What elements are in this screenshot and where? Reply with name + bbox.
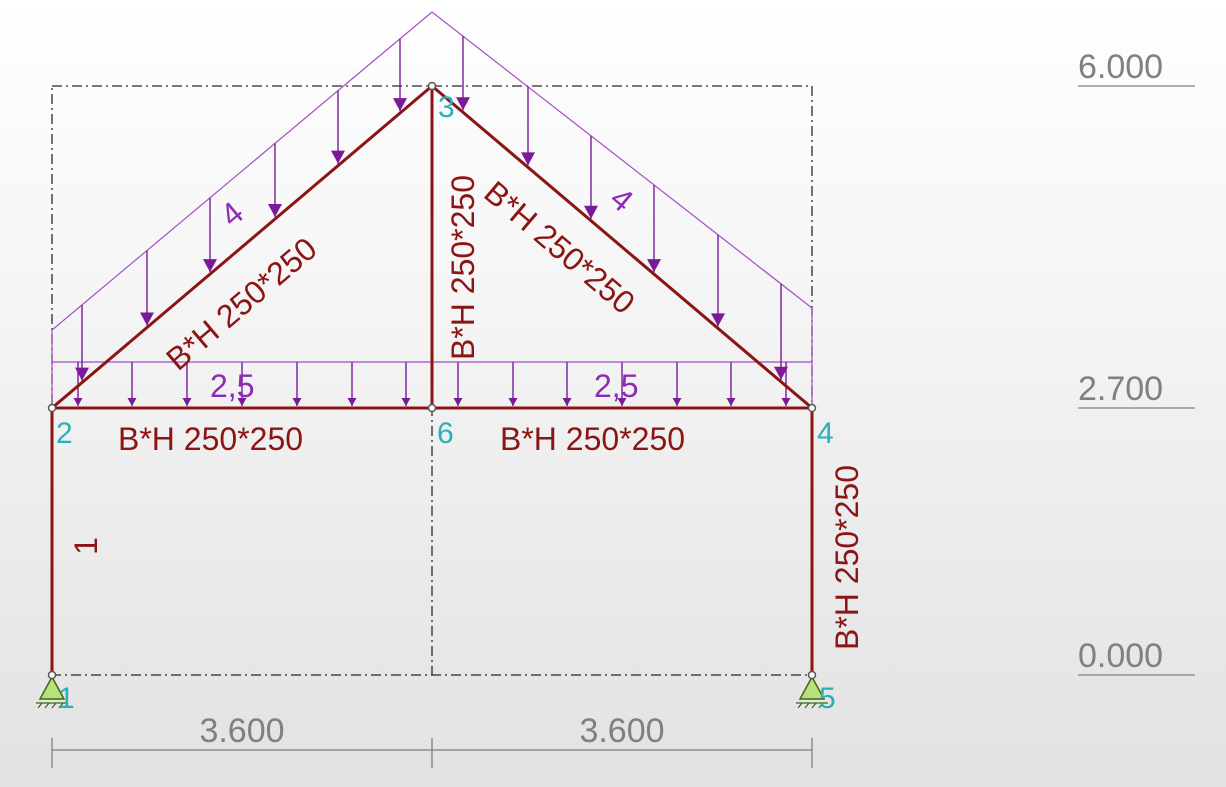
right-tie-load-arrow-head <box>562 398 572 406</box>
level-label-bottom: 0.000 <box>1078 637 1163 675</box>
right-rafter-load-arrow-head <box>521 152 535 166</box>
left-tie-load-arrow-head <box>127 398 137 406</box>
support-node-5[interactable] <box>796 675 828 709</box>
hatch-mark <box>44 702 50 709</box>
left-rafter-load-arrow-head <box>268 204 282 218</box>
hatch-mark <box>804 702 810 709</box>
left-column-label: 1 <box>68 537 104 555</box>
left-rafter[interactable] <box>51 84 433 410</box>
pin-support-icon <box>798 675 826 700</box>
left-tie-label: B*H 250*250 <box>118 421 303 457</box>
hatch-mark <box>51 702 57 709</box>
node-label-6: 6 <box>437 417 454 450</box>
hatch-mark <box>818 702 824 709</box>
left-rafter-load-value: 4 <box>213 194 250 233</box>
dimension-line: 3.600 3.600 <box>51 712 813 768</box>
hatch-mark <box>37 702 43 709</box>
right-tie-label: B*H 250*250 <box>500 421 685 457</box>
node-label-4: 4 <box>817 417 834 450</box>
right-rafter-load-arrow-head <box>647 259 661 273</box>
right-rafter-load-arrow-head <box>456 97 470 111</box>
hatch-mark <box>811 702 817 709</box>
node-label-5: 5 <box>819 682 836 715</box>
left-tie-load-arrow-head <box>292 398 302 406</box>
node-label-3: 3 <box>438 91 455 124</box>
node-label-2: 2 <box>56 417 73 450</box>
support-node-1[interactable] <box>36 675 68 709</box>
dimension-label-right: 3.600 <box>579 712 664 750</box>
node-2[interactable] <box>47 403 57 413</box>
king-post-label: B*H 250*250 <box>445 175 481 360</box>
right-tie-load-arrow-head <box>617 398 627 406</box>
nodes <box>47 81 817 680</box>
left-rafter-load-arrow-head <box>140 312 154 326</box>
left-rafter-load-arrow-head <box>331 150 345 164</box>
left-tie-load-arrow-head <box>182 398 192 406</box>
level-markers: 6.000 2.700 0.000 <box>1078 48 1195 676</box>
member-labels: B*H 250*250 B*H 250*250 B*H 250*250 B*H … <box>68 174 865 650</box>
right-tie-load-arrow-head <box>672 398 682 406</box>
members <box>50 84 814 675</box>
node-label-1: 1 <box>58 682 75 715</box>
right-tie-load-arrow-head <box>453 398 463 406</box>
right-column-label: B*H 250*250 <box>829 465 865 650</box>
left-tie-load-arrow-head <box>347 398 357 406</box>
right-tie-load-value: 2,5 <box>594 368 638 404</box>
right-rafter-load-arrow-head <box>774 366 788 380</box>
hatch-mark <box>58 702 64 709</box>
node-1[interactable] <box>47 670 57 680</box>
node-4[interactable] <box>807 403 817 413</box>
left-rafter-load-arrow-head <box>393 98 407 112</box>
left-tie-load-arrow-head <box>73 398 83 406</box>
level-label-middle: 2.700 <box>1078 370 1163 408</box>
right-tie-load-arrow-head <box>781 398 791 406</box>
right-rafter[interactable] <box>431 84 813 410</box>
load-arrows <box>73 36 791 406</box>
right-tie-load-arrow-head <box>726 398 736 406</box>
node-5[interactable] <box>807 670 817 680</box>
left-tie-load-arrow-head <box>401 398 411 406</box>
right-rafter-load-arrow-head <box>711 313 725 327</box>
dimension-label-left: 3.600 <box>199 712 284 750</box>
rafter-load-envelope <box>51 11 813 408</box>
left-tie-load-arrow-head <box>237 398 247 406</box>
right-rafter-load-arrow-head <box>584 205 598 219</box>
node-labels: 1 2 3 4 5 6 <box>56 91 836 715</box>
pin-support-icon <box>38 675 66 700</box>
hatch-mark <box>797 702 803 709</box>
right-tie-load-arrow-head <box>508 398 518 406</box>
node-3[interactable] <box>427 81 437 91</box>
left-rafter-load-arrow-head <box>203 259 217 273</box>
level-label-top: 6.000 <box>1078 48 1163 86</box>
left-rafter-label: B*H 250*250 <box>159 230 323 377</box>
node-6[interactable] <box>427 403 437 413</box>
left-tie-load-value: 2,5 <box>210 368 254 404</box>
right-rafter-load-value: 4 <box>604 180 641 219</box>
